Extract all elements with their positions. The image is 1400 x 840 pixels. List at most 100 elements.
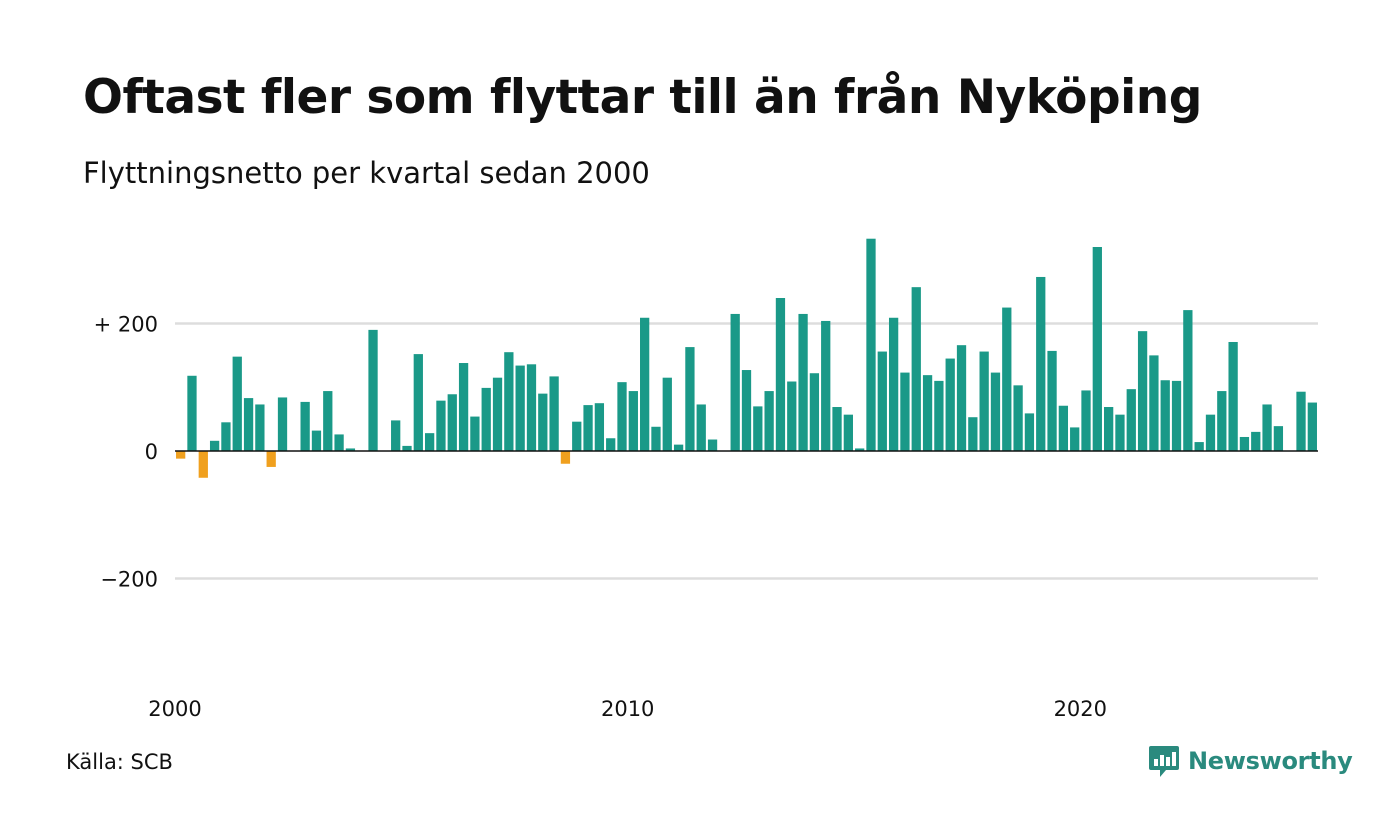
bar — [436, 400, 446, 451]
bar — [787, 381, 797, 451]
bar — [945, 358, 955, 451]
bars — [176, 238, 1317, 478]
bar — [391, 420, 401, 451]
bar — [1058, 405, 1069, 451]
bar — [1171, 380, 1182, 452]
bar — [572, 421, 582, 451]
bar — [1137, 331, 1148, 451]
bar — [798, 313, 808, 451]
bar — [243, 398, 254, 451]
bar — [221, 422, 231, 451]
bar — [1273, 426, 1284, 451]
bar — [764, 391, 774, 451]
bar — [628, 391, 638, 451]
bar — [198, 451, 208, 478]
chart-subtitle: Flyttningsnetto per kvartal sedan 2000 — [83, 156, 650, 190]
bar — [447, 394, 457, 451]
source-note: Källa: SCB — [66, 750, 173, 774]
bar — [232, 356, 242, 451]
bar — [368, 329, 378, 451]
bar — [300, 401, 310, 451]
bar — [640, 317, 650, 451]
y-axis-ticks: + 200 0 −200 — [94, 313, 158, 592]
bar — [1036, 276, 1046, 451]
bar — [345, 448, 356, 451]
bar — [1070, 427, 1080, 451]
bar — [855, 448, 865, 451]
bar — [1047, 350, 1057, 451]
y-tick-label: 0 — [145, 440, 158, 464]
bar — [843, 414, 853, 451]
bar — [832, 407, 842, 451]
bar — [470, 416, 480, 451]
bar — [979, 351, 989, 451]
bar — [911, 287, 921, 451]
bar — [1126, 389, 1136, 451]
x-tick-label: 2000 — [148, 697, 201, 721]
bar — [662, 377, 672, 451]
bar — [334, 434, 344, 451]
bar — [1013, 385, 1023, 451]
x-axis-ticks: 2000 2010 2020 — [148, 697, 1107, 721]
bar — [266, 451, 276, 467]
bar — [922, 375, 933, 451]
bar — [583, 405, 593, 451]
bar — [323, 391, 333, 451]
bar — [311, 430, 322, 451]
bar — [413, 354, 423, 451]
bar — [606, 438, 616, 451]
bar — [560, 451, 571, 464]
bar — [176, 451, 186, 459]
bar — [1160, 380, 1170, 451]
x-tick-label: 2010 — [601, 697, 654, 721]
bar — [277, 397, 288, 451]
bar — [1194, 442, 1204, 451]
bar — [1149, 355, 1159, 452]
bar — [1205, 414, 1216, 451]
bar — [549, 376, 559, 451]
bar — [255, 404, 265, 451]
bar — [594, 403, 605, 451]
bar — [968, 417, 978, 451]
bar — [1104, 407, 1114, 451]
bar — [515, 365, 525, 451]
bar — [753, 406, 763, 452]
bar — [707, 439, 718, 451]
bar — [209, 440, 220, 451]
bar — [1239, 436, 1250, 451]
bar — [685, 347, 695, 451]
y-tick-label: −200 — [100, 568, 158, 592]
bar — [1002, 307, 1012, 451]
gridlines — [175, 322, 1318, 580]
bar — [673, 444, 684, 452]
bar — [956, 345, 967, 451]
x-tick-label: 2020 — [1054, 697, 1107, 721]
bar — [458, 363, 469, 451]
newsworthy-logo-icon — [1149, 746, 1179, 777]
bar — [1024, 413, 1035, 451]
y-tick-label: + 200 — [94, 313, 158, 337]
bar — [1092, 247, 1102, 451]
bar — [866, 238, 876, 451]
bar — [888, 317, 899, 451]
bar — [651, 426, 661, 451]
bar — [696, 404, 706, 451]
bar — [741, 370, 752, 451]
bar — [1228, 341, 1238, 451]
bar — [934, 380, 944, 452]
bar — [1217, 391, 1227, 451]
bar — [617, 382, 627, 451]
bar — [900, 372, 910, 451]
bar — [821, 320, 831, 451]
brand-logo[interactable]: Newsworthy — [1148, 744, 1353, 778]
bar — [1115, 414, 1125, 451]
bar — [809, 373, 820, 451]
bar — [504, 352, 514, 451]
bar — [1251, 431, 1261, 452]
bar — [481, 387, 491, 451]
bar — [492, 377, 503, 451]
brand-name: Newsworthy — [1188, 747, 1353, 775]
bar — [538, 393, 548, 451]
bar — [424, 433, 435, 451]
